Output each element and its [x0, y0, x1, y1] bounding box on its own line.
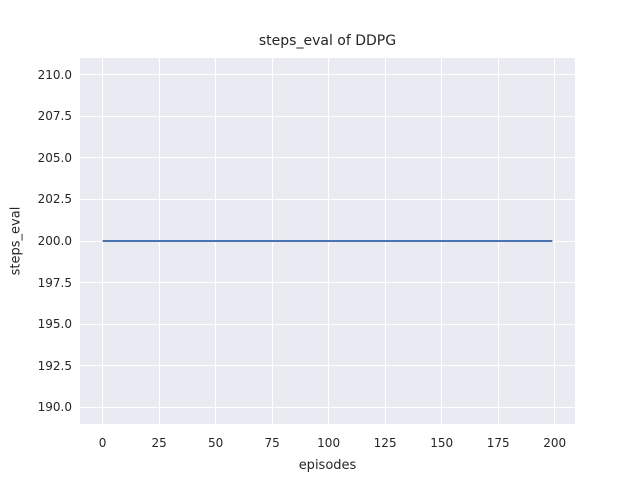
x-tick-label: 100: [317, 436, 341, 450]
horizontal-gridline: [80, 323, 575, 325]
vertical-gridline: [102, 58, 104, 424]
x-tick-label: 0: [98, 436, 107, 450]
x-tick-label: 75: [264, 436, 280, 450]
y-tick-label: 205.0: [37, 150, 72, 165]
y-tick-label: 190.0: [37, 400, 72, 415]
x-tick-label: 200: [543, 436, 567, 450]
y-tick-label: 210.0: [37, 67, 72, 82]
y-tick-label: 202.5: [37, 192, 72, 207]
plot-area: [80, 58, 575, 424]
x-tick-label: 125: [373, 436, 397, 450]
vertical-gridline: [554, 58, 556, 424]
x-tick-label: 150: [430, 436, 454, 450]
horizontal-gridline: [80, 406, 575, 408]
y-tick-label: 192.5: [37, 358, 72, 373]
x-tick-label: 50: [207, 436, 224, 450]
y-tick-label: 207.5: [37, 109, 72, 124]
y-tick-label: 200.0: [37, 234, 72, 248]
y-tick-label: 195.0: [37, 317, 72, 332]
horizontal-gridline: [80, 365, 575, 367]
horizontal-gridline: [80, 115, 575, 117]
series-layer: [102, 240, 553, 242]
horizontal-gridline: [80, 74, 575, 76]
horizontal-gridline: [80, 198, 575, 200]
x-tick-label: 175: [486, 436, 510, 450]
y-tick-label: 197.5: [37, 275, 72, 290]
chart-title: steps_eval of DDPG: [258, 33, 397, 49]
x-axis-label: episodes: [298, 458, 357, 473]
x-tick-label: 25: [151, 436, 167, 450]
horizontal-gridline: [80, 282, 575, 284]
horizontal-gridline: [80, 157, 575, 159]
